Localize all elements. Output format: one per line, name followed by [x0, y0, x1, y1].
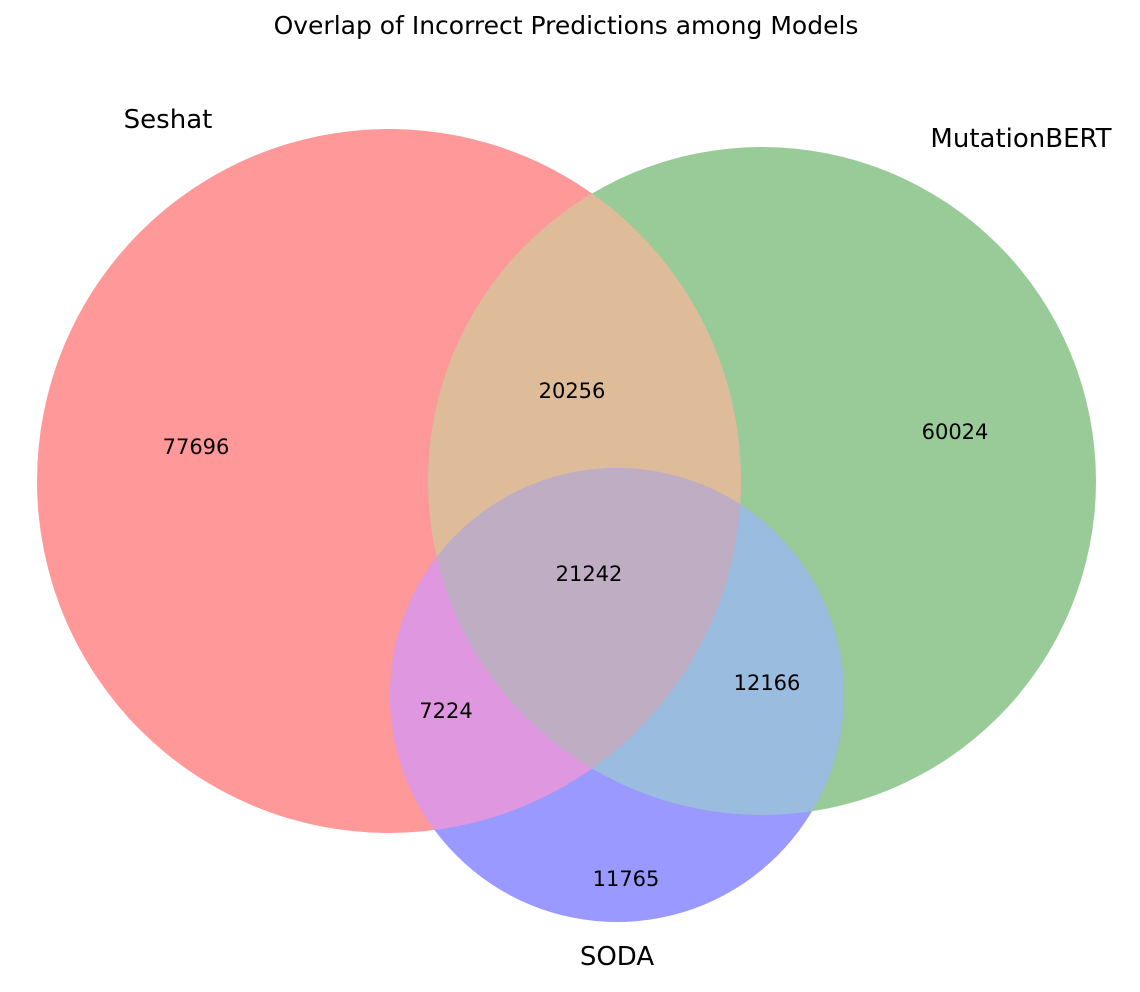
set-label-seshat: Seshat [124, 105, 213, 135]
set-label-mutationbert: MutationBERT [930, 124, 1111, 154]
region-value-mutationbert-soda: 12166 [734, 671, 801, 695]
region-value-seshat-mutationbert: 20256 [539, 379, 606, 403]
set-label-soda: SODA [580, 942, 655, 972]
region-value-soda-only: 11765 [593, 867, 660, 891]
region-value-all-three: 21242 [556, 562, 623, 586]
region-value-mutationbert-only: 60024 [922, 420, 989, 444]
chart-title: Overlap of Incorrect Predictions among M… [274, 11, 859, 40]
region-value-seshat-only: 77696 [163, 435, 230, 459]
region-value-seshat-soda: 7224 [419, 699, 472, 723]
